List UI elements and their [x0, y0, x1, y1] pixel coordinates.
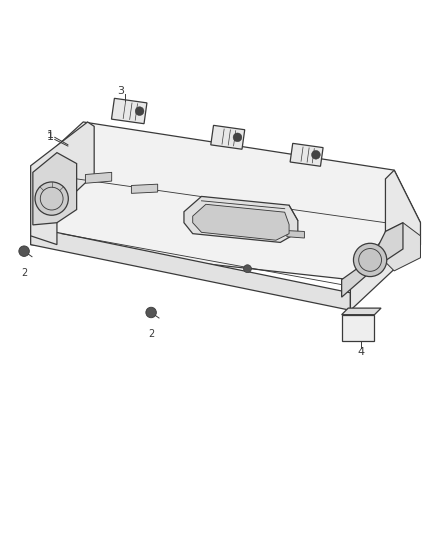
Polygon shape	[193, 204, 289, 240]
Polygon shape	[350, 170, 420, 310]
Circle shape	[146, 307, 156, 318]
Polygon shape	[184, 197, 298, 243]
Polygon shape	[290, 143, 323, 166]
Polygon shape	[342, 314, 374, 341]
Circle shape	[35, 182, 68, 215]
Polygon shape	[287, 231, 304, 238]
Polygon shape	[31, 227, 350, 310]
Circle shape	[353, 243, 387, 277]
Circle shape	[233, 133, 242, 142]
Text: 2: 2	[21, 268, 27, 278]
Text: 4: 4	[358, 347, 365, 357]
Text: 1: 1	[47, 132, 54, 142]
Circle shape	[244, 265, 251, 273]
Polygon shape	[342, 308, 381, 314]
Polygon shape	[131, 184, 158, 193]
Circle shape	[135, 107, 144, 116]
Text: 2: 2	[148, 329, 154, 338]
Circle shape	[19, 246, 29, 256]
Circle shape	[311, 150, 320, 159]
Polygon shape	[342, 223, 403, 297]
Polygon shape	[85, 172, 112, 183]
Polygon shape	[33, 152, 77, 225]
Text: 3: 3	[117, 86, 124, 96]
Text: 1: 1	[47, 130, 54, 140]
Polygon shape	[31, 122, 420, 280]
Polygon shape	[31, 122, 94, 245]
Polygon shape	[211, 125, 245, 149]
Polygon shape	[112, 98, 147, 124]
Polygon shape	[385, 223, 420, 271]
